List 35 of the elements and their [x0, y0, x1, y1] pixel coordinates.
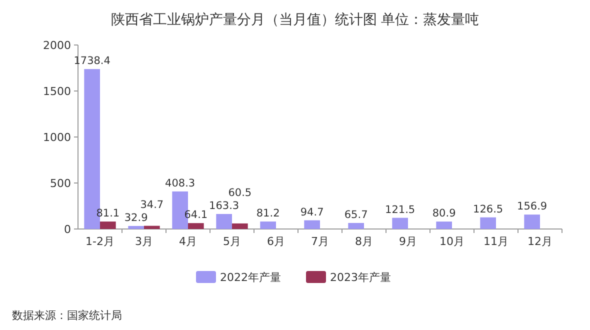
x-tick-label: 8月 — [355, 235, 373, 248]
data-label: 81.1 — [96, 208, 120, 220]
data-label: 121.5 — [385, 204, 416, 216]
y-tick-label: 0 — [64, 223, 71, 236]
y-tick-label: 1000 — [43, 131, 71, 144]
data-label: 34.7 — [140, 198, 164, 211]
data-label: 60.5 — [228, 186, 252, 199]
data-label: 1738.4 — [74, 55, 111, 68]
y-tick-label: 500 — [50, 177, 71, 190]
data-label: 126.5 — [473, 203, 504, 216]
y-tick-label: 2000 — [43, 39, 71, 52]
data-label: 94.7 — [300, 206, 324, 218]
x-tick-label: 9月 — [399, 235, 417, 248]
data-label: 408.3 — [165, 177, 196, 190]
source-note: 数据来源：国家统计局 — [12, 309, 122, 322]
y-tick-label: 1500 — [43, 85, 71, 98]
data-label: 32.9 — [124, 212, 148, 224]
data-label: 156.9 — [517, 200, 548, 213]
legend-label: 2022年产量 — [220, 271, 281, 284]
data-label: 64.1 — [184, 209, 208, 222]
data-label: 80.9 — [432, 208, 456, 220]
x-tick-label: 11月 — [484, 235, 508, 248]
x-tick-label: 3月 — [135, 235, 153, 248]
legend-label: 2023年产量 — [330, 271, 391, 284]
data-label: 65.7 — [344, 208, 368, 221]
x-tick-label: 7月 — [311, 235, 329, 248]
data-label: 81.2 — [256, 208, 280, 220]
x-tick-label: 1-2月 — [86, 235, 114, 248]
x-tick-label: 4月 — [179, 235, 197, 248]
x-tick-label: 5月 — [223, 235, 241, 248]
data-label: 163.3 — [209, 200, 240, 212]
chart-title: 陕西省工业锅炉产量分月（当月值）统计图 单位：蒸发量吨 — [110, 12, 480, 28]
x-tick-label: 6月 — [267, 235, 285, 248]
x-tick-label: 10月 — [440, 235, 464, 248]
x-tick-label: 12月 — [528, 235, 552, 248]
